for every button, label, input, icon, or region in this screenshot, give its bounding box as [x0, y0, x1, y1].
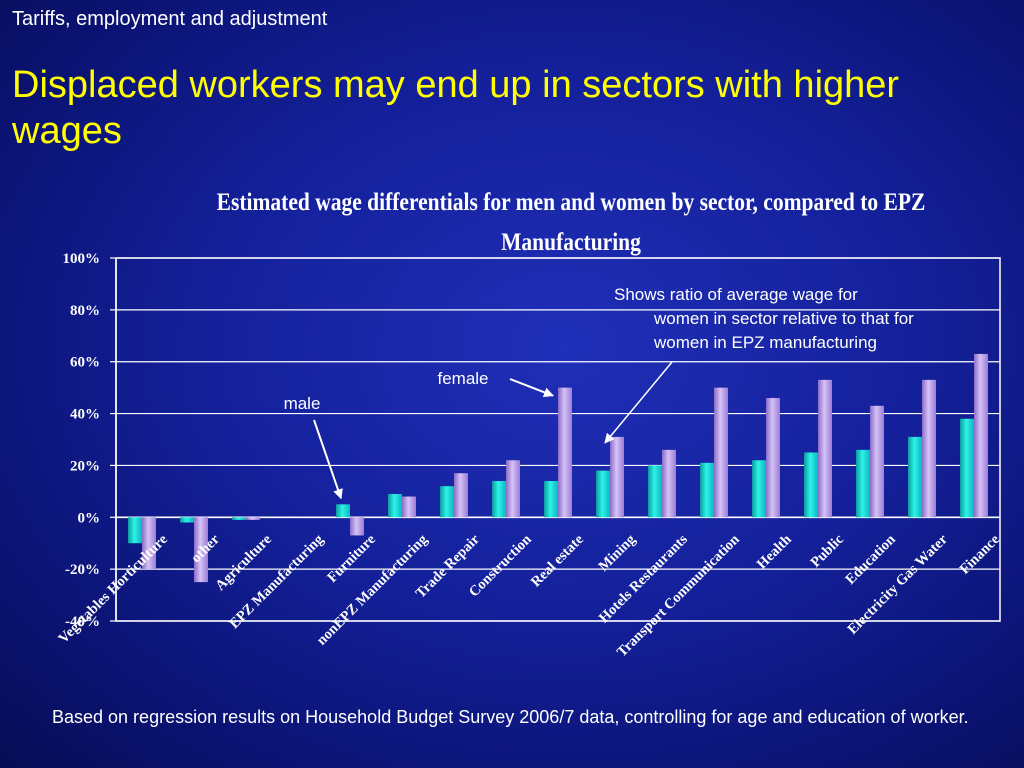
male-bar	[596, 470, 610, 518]
male-bar	[908, 436, 922, 518]
x-category-label: EPZ Manufacturing	[226, 531, 327, 632]
male-bar	[544, 480, 558, 518]
annotation-male-arrow	[313, 419, 343, 500]
annotation-female-arrow	[509, 378, 554, 398]
female-bar	[506, 460, 520, 518]
female-bar	[246, 517, 260, 520]
female-bar	[818, 379, 832, 518]
bars	[128, 353, 988, 583]
slide-headline: Displaced workers may end up in sectors …	[12, 64, 900, 152]
plot-area	[115, 257, 1001, 622]
male-bar	[440, 486, 454, 518]
x-category-label: Mining	[596, 531, 640, 575]
male-bar	[336, 504, 350, 518]
female-bar	[454, 473, 468, 518]
chart-title: Estimated wage differentials for men and…	[216, 189, 926, 256]
annotation-note-arrow	[604, 361, 673, 444]
y-axis-ticks: -40% -20% 0% 20% 40% 60% 80% 100%	[63, 251, 116, 630]
female-bar	[610, 436, 624, 518]
annotation-note-line: Shows ratio of average wage for	[614, 285, 858, 304]
y-tick-label: 60%	[70, 355, 100, 371]
male-bar	[492, 480, 506, 518]
x-category-label: Health	[754, 532, 795, 573]
y-tick-label: 20%	[70, 458, 100, 474]
x-axis-labels: Vegetables Horticulture otherAgricultureE…	[56, 531, 1004, 660]
y-tick-label: 40%	[70, 407, 100, 423]
female-bar	[142, 517, 156, 570]
x-category-label: Finance	[957, 531, 1003, 577]
male-bar	[700, 462, 714, 518]
slide-subtitle: Tariffs, employment and adjustment	[12, 8, 328, 30]
male-bar	[232, 517, 246, 520]
y-tick-label: 80%	[70, 303, 100, 319]
female-bar	[922, 379, 936, 518]
y-tick-label: -20%	[65, 562, 100, 578]
annotation-male-label: male	[284, 394, 321, 413]
male-bar	[856, 449, 870, 518]
male-bar	[960, 418, 974, 518]
annotations: male female Shows ratio of average wage fo…	[284, 285, 914, 500]
male-bar	[128, 517, 142, 544]
male-bar	[180, 517, 194, 523]
male-bar	[804, 452, 818, 518]
female-bar	[558, 387, 572, 518]
female-bar	[870, 405, 884, 518]
male-bar	[388, 493, 402, 518]
x-category-label: Public	[808, 531, 848, 571]
female-bar	[766, 398, 780, 518]
female-bar	[974, 353, 988, 518]
male-bar	[648, 465, 662, 518]
annotation-note-line: women in sector relative to that for	[653, 309, 914, 328]
y-tick-label: -40%	[65, 614, 100, 630]
y-tick-label: 0%	[78, 510, 101, 526]
annotation-note-line: women in EPZ manufacturing	[653, 333, 877, 352]
y-tick-label: 100%	[63, 251, 101, 267]
female-bar	[402, 496, 416, 518]
x-category-label: Hotels Restaurants	[596, 531, 691, 626]
x-category-label: Vegetables Horticulture	[56, 531, 172, 647]
x-category-label: Real estate	[528, 531, 587, 590]
x-category-label: Furniture	[324, 531, 379, 586]
female-bar	[350, 517, 364, 536]
annotation-female-label: female	[437, 369, 488, 388]
female-bar	[662, 449, 676, 518]
slide-footer: Based on regression results on Household…	[52, 707, 969, 727]
female-bar	[714, 387, 728, 518]
male-bar	[752, 460, 766, 518]
female-bar	[194, 517, 208, 583]
